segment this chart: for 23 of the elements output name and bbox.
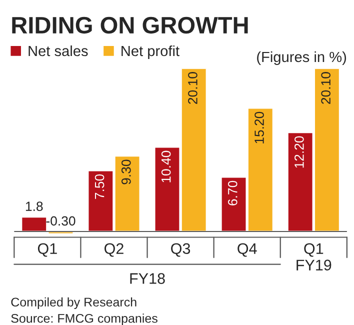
x-tick-label: Q1 xyxy=(38,243,57,257)
x-tick-label: Q3 xyxy=(171,243,190,257)
text: (Figures in %) xyxy=(257,51,346,65)
x-tick-label: Q2 xyxy=(104,243,124,257)
x-tick-label: Q1 FY19 xyxy=(296,243,332,270)
text: Compiled by Research xyxy=(11,297,136,310)
data-label: 1.8 xyxy=(26,202,43,212)
legend-label: Net sales xyxy=(28,45,88,56)
data-label: 10.40 xyxy=(161,150,171,182)
data-label: 20.10 xyxy=(321,72,330,104)
legend-label: Net profit xyxy=(122,45,180,60)
x-tick-label: Q4 xyxy=(238,243,257,257)
data-label: 6.70 xyxy=(228,180,238,206)
source-note: Source: FMCG companies xyxy=(11,314,158,325)
bar xyxy=(20,216,48,232)
data-label: 9.30 xyxy=(121,160,131,184)
chart-title: RIDING ON GROWTH xyxy=(12,16,248,34)
text: FY18 xyxy=(130,273,165,284)
data-label: 7.50 xyxy=(94,174,104,199)
data-label: 15.20 xyxy=(254,112,264,144)
data-label: 20.10 xyxy=(188,72,198,104)
data-label: -0.30 xyxy=(46,216,76,226)
data-label: 12.20 xyxy=(294,136,304,168)
